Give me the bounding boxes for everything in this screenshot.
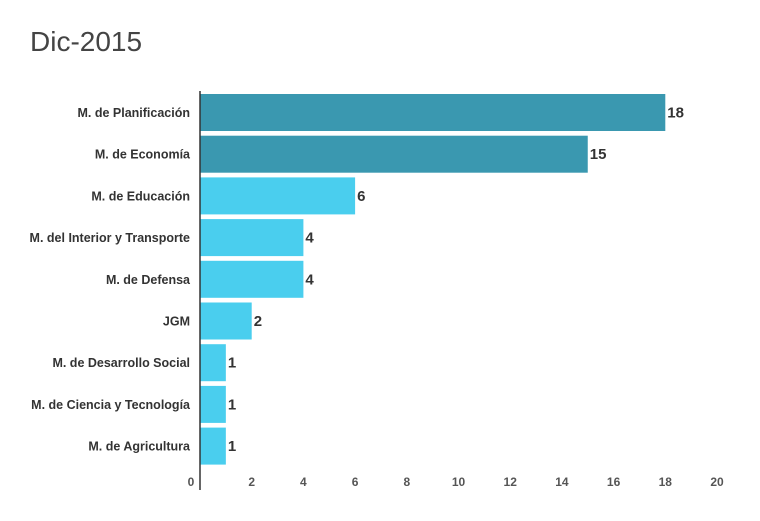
bar bbox=[200, 177, 356, 215]
data-label: 6 bbox=[357, 188, 365, 205]
category-label: M. de Agricultura bbox=[88, 440, 191, 454]
category-label: M. de Desarrollo Social bbox=[52, 356, 190, 370]
category-label: M. de Defensa bbox=[106, 273, 191, 287]
x-tick-label: 10 bbox=[452, 475, 466, 489]
data-label: 18 bbox=[667, 105, 684, 122]
data-label: 1 bbox=[228, 355, 236, 372]
category-label: JGM bbox=[163, 315, 190, 329]
x-tick-label: 16 bbox=[607, 475, 621, 489]
category-label: M. de Economía bbox=[95, 148, 191, 162]
data-label: 1 bbox=[228, 438, 236, 455]
x-tick-label: 4 bbox=[300, 475, 307, 489]
bar bbox=[200, 94, 666, 131]
x-tick-label: 8 bbox=[403, 475, 410, 489]
bar bbox=[200, 260, 304, 298]
data-label: 15 bbox=[590, 146, 607, 163]
category-label: M. de Planificación bbox=[77, 106, 190, 120]
x-tick-label: 12 bbox=[504, 475, 518, 489]
category-label: M. de Ciencia y Tecnología bbox=[31, 398, 191, 412]
data-label: 4 bbox=[305, 271, 314, 288]
data-label: 2 bbox=[254, 313, 262, 330]
x-tick-label: 2 bbox=[248, 475, 255, 489]
category-label: M. de Educación bbox=[91, 189, 190, 203]
x-tick-label: 6 bbox=[352, 475, 359, 489]
chart-title: Dic-2015 bbox=[30, 26, 143, 57]
bar bbox=[200, 344, 226, 382]
bar bbox=[200, 385, 226, 423]
bar bbox=[200, 219, 304, 257]
x-tick-label: 18 bbox=[659, 475, 673, 489]
bar bbox=[200, 135, 588, 173]
category-label: M. del Interior y Transporte bbox=[30, 231, 190, 245]
x-tick-label: 20 bbox=[710, 475, 724, 489]
bar bbox=[200, 302, 252, 340]
data-label: 1 bbox=[228, 396, 236, 413]
x-tick-label: 14 bbox=[555, 475, 569, 489]
data-label: 4 bbox=[305, 230, 314, 247]
bar bbox=[200, 427, 226, 465]
x-tick-label: 0 bbox=[188, 475, 195, 489]
